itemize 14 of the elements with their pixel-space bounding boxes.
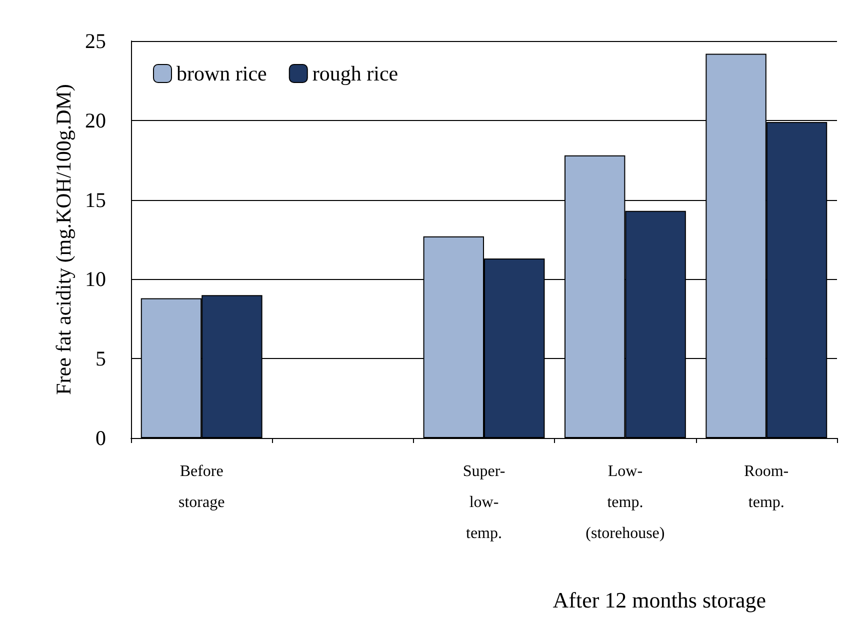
x-tick-label: Room- temp. (744, 463, 789, 511)
legend-label: brown rice (176, 62, 267, 86)
legend-label: rough rice (312, 62, 398, 86)
x-tick-label: Low- temp. (storehouse) (586, 463, 665, 542)
y-tick-label: 20 (85, 108, 106, 132)
y-axis-title: Free fat acidity (mg.KOH/100g.DM) (52, 84, 76, 395)
y-tick-label: 0 (96, 426, 106, 450)
y-tick-label: 15 (85, 188, 106, 212)
x-tick-label: Before storage (178, 463, 225, 511)
x-tick-label: Super- low- temp. (462, 463, 506, 542)
y-tick-label: 10 (85, 267, 106, 292)
x-axis-title: After 12 months storage (552, 588, 766, 612)
y-tick-label: 5 (96, 346, 106, 371)
y-tick-label: 25 (85, 29, 106, 53)
